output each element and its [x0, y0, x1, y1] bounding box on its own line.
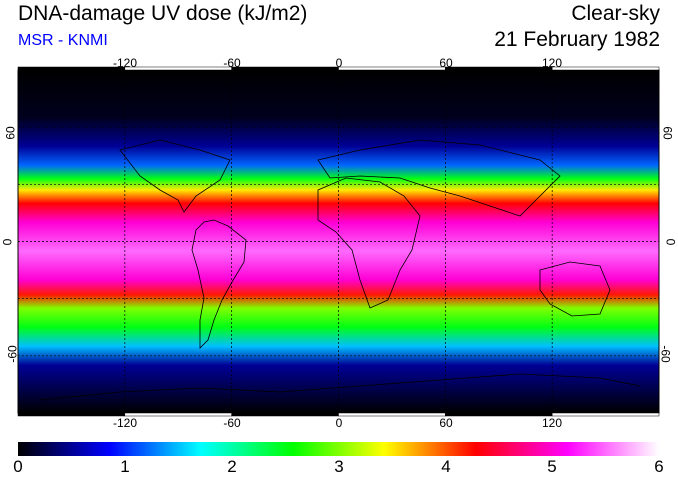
graticule: [18, 70, 659, 413]
frame-tick-marks: [17, 66, 660, 417]
lat-tick-right: 0: [663, 238, 678, 246]
colorbar-label: 1: [120, 457, 130, 476]
frame-tick-top: [17, 66, 126, 71]
frame-tick-top: [338, 66, 446, 71]
coast-antarctica: [39, 373, 641, 401]
colorbar-label: 5: [547, 457, 557, 476]
colorbar-label: 0: [13, 457, 23, 476]
lat-tick-left: 60: [3, 126, 18, 140]
frame-tick-top: [124, 66, 232, 71]
date-label: 21 February 1982: [494, 28, 660, 51]
colorbar: [18, 442, 659, 456]
colorbar-label: 6: [654, 457, 664, 476]
lat-tick-right: 60: [660, 126, 675, 140]
frame-tick-bottom: [17, 412, 126, 417]
frame-tick-bottom: [445, 412, 553, 417]
coast-south-america: [191, 219, 247, 349]
lon-tick-bottom: -60: [223, 416, 241, 430]
frame-tick-bottom: [338, 412, 446, 417]
frame-tick-top: [445, 66, 553, 71]
lon-tick-top: 0: [335, 56, 343, 70]
coast-australia: [539, 261, 611, 317]
frame-tick-bottom: [231, 412, 339, 417]
lat-tick-left: 0: [0, 238, 15, 246]
frame-tick-top: [231, 66, 339, 71]
colorbar-label: 2: [227, 457, 237, 476]
lon-tick-bottom: 0: [335, 416, 343, 430]
lon-tick-bottom: -120: [112, 416, 138, 430]
coast-europe-asia: [317, 139, 561, 217]
frame-tick-top: [551, 66, 660, 71]
colorbar-label: 3: [334, 457, 344, 476]
lon-tick-bottom: 120: [541, 416, 563, 430]
lon-tick-top: 60: [439, 56, 453, 70]
lat-tick-left: -60: [5, 345, 20, 363]
credit-label: MSR - KNMI: [18, 32, 108, 49]
frame-tick-bottom: [124, 412, 232, 417]
coast-north-america: [119, 139, 231, 213]
lon-tick-top: -60: [223, 56, 241, 70]
map-title: DNA-damage UV dose (kJ/m2): [18, 2, 308, 25]
sky-condition-label: Clear-sky: [571, 2, 660, 25]
lon-tick-top: 120: [541, 56, 563, 70]
lat-tick-right: -60: [658, 345, 673, 363]
lon-tick-bottom: 60: [439, 416, 453, 430]
colorbar-label: 4: [441, 457, 451, 476]
lon-tick-top: -120: [112, 56, 138, 70]
frame-tick-bottom: [551, 412, 660, 417]
